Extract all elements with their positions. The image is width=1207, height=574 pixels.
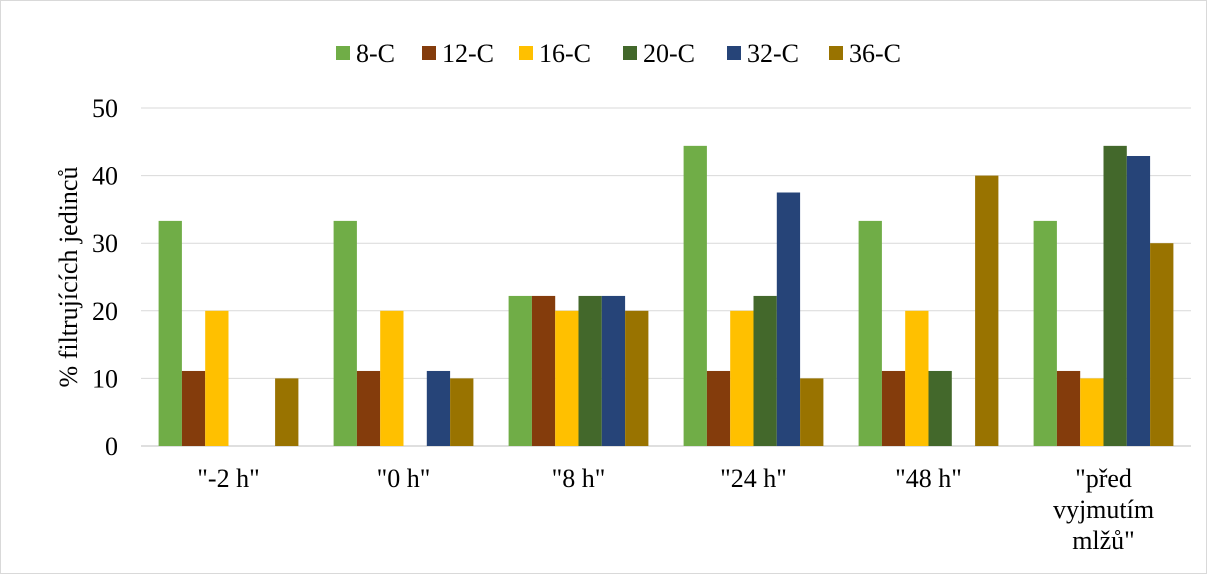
y-tick-label: 50 [92, 94, 118, 123]
x-tick-label: "8 h" [552, 464, 606, 493]
bar [975, 175, 999, 446]
legend-swatch [519, 46, 533, 60]
legend-label: 36-C [849, 39, 901, 68]
y-tick-label: 10 [92, 364, 118, 393]
x-tick-label: "24 h" [720, 464, 787, 493]
bars [158, 145, 1174, 446]
legend-label: 8-C [356, 39, 395, 68]
bar [1033, 220, 1057, 446]
bar [555, 310, 579, 446]
bar [1056, 370, 1081, 446]
bar [683, 145, 707, 446]
bar [181, 370, 206, 446]
legend-swatch [422, 46, 436, 60]
x-tick-label: "-2 h" [197, 464, 259, 493]
bar [706, 370, 731, 446]
bar [578, 295, 602, 446]
y-tick-label: 30 [92, 229, 118, 258]
bar [1080, 378, 1104, 446]
x-tick-label: "0 h" [377, 464, 431, 493]
bar [730, 310, 754, 446]
bar [905, 310, 929, 446]
legend-swatch [829, 46, 843, 60]
y-tick-label: 20 [92, 297, 118, 326]
bar [1126, 155, 1151, 446]
bar [508, 295, 532, 446]
legend-swatch [727, 46, 741, 60]
legend-swatch [623, 46, 637, 60]
y-tick-label: 0 [105, 432, 118, 461]
bar [205, 310, 229, 446]
bar [928, 370, 952, 446]
bar [601, 295, 626, 446]
bar [800, 378, 824, 446]
legend-swatch [336, 46, 350, 60]
y-axis: 0 10 20 30 40 50 [92, 94, 118, 461]
legend-label: 32-C [747, 39, 799, 68]
bar [858, 220, 882, 446]
y-tick-label: 40 [92, 162, 118, 191]
bar [356, 370, 381, 446]
y-axis-label: % filtrujících jedinců [54, 167, 83, 388]
x-axis: "-2 h" "0 h" "8 h" "24 h" "48 h" "před vyjmutí… [197, 464, 1154, 555]
bar [333, 220, 357, 446]
bar [1103, 145, 1127, 446]
bar [380, 310, 404, 446]
bar [531, 295, 556, 446]
bar [881, 370, 906, 446]
bar [1150, 243, 1174, 446]
bar [753, 295, 777, 446]
bar [426, 370, 451, 446]
legend: 8-C 12-C 16-C 20-C 32-C 36-C [336, 39, 901, 68]
gridlines [141, 107, 1191, 447]
bar [625, 310, 649, 446]
legend-label: 20-C [643, 39, 695, 68]
bar [275, 378, 299, 446]
x-tick-label: "48 h" [895, 464, 962, 493]
legend-label: 16-C [539, 39, 591, 68]
x-tick-label: "před vyjmutím mlžů" [1053, 464, 1154, 555]
bar [158, 220, 182, 446]
bar [776, 192, 801, 446]
legend-label: 12-C [442, 39, 494, 68]
bar [450, 378, 474, 446]
